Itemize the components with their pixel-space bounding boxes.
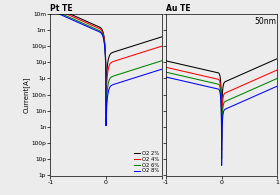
O2 6% [100,31,103,34]
O2 2% [157,37,160,39]
O2 2% [54,8,58,10]
O2 8% [157,69,160,71]
O2 2% [157,37,160,39]
Y-axis label: Current[A]: Current[A] [23,76,30,113]
O2 4% [54,8,58,11]
O2 8% [49,9,52,11]
O2 4% [157,46,160,48]
O2 6% [136,67,140,69]
O2 2% [103,39,106,41]
O2 8% [54,12,58,14]
O2 4% [100,29,103,31]
O2 4% [157,46,160,48]
O2 6% [157,61,160,63]
O2 4% [103,40,106,43]
O2 6% [49,8,52,10]
O2 8% [160,68,163,70]
O2 8% [157,69,160,72]
O2 6% [54,10,58,12]
Text: Au TE: Au TE [166,4,191,13]
O2 2% [104,105,108,108]
Line: O2 4%: O2 4% [50,9,162,115]
O2 8% [136,75,140,78]
Line: O2 6%: O2 6% [50,9,162,124]
O2 4% [49,8,52,10]
O2 6% [160,60,163,62]
O2 6% [103,42,106,44]
O2 4% [160,45,163,47]
O2 2% [160,36,163,38]
O2 2% [100,27,103,30]
O2 6% [157,61,160,63]
O2 2% [49,8,52,10]
Line: O2 2%: O2 2% [50,9,162,106]
Text: Pt TE: Pt TE [50,4,73,13]
Legend: O2 2%, O2 4%, O2 6%, O2 8%: O2 2%, O2 4%, O2 6%, O2 8% [133,151,160,174]
O2 8% [100,32,103,35]
Line: O2 8%: O2 8% [50,10,162,126]
O2 4% [104,113,108,116]
O2 8% [104,125,108,127]
O2 8% [103,43,106,46]
Text: 50nm: 50nm [254,17,276,26]
O2 6% [104,122,108,125]
O2 2% [136,43,140,46]
O2 4% [136,52,140,55]
